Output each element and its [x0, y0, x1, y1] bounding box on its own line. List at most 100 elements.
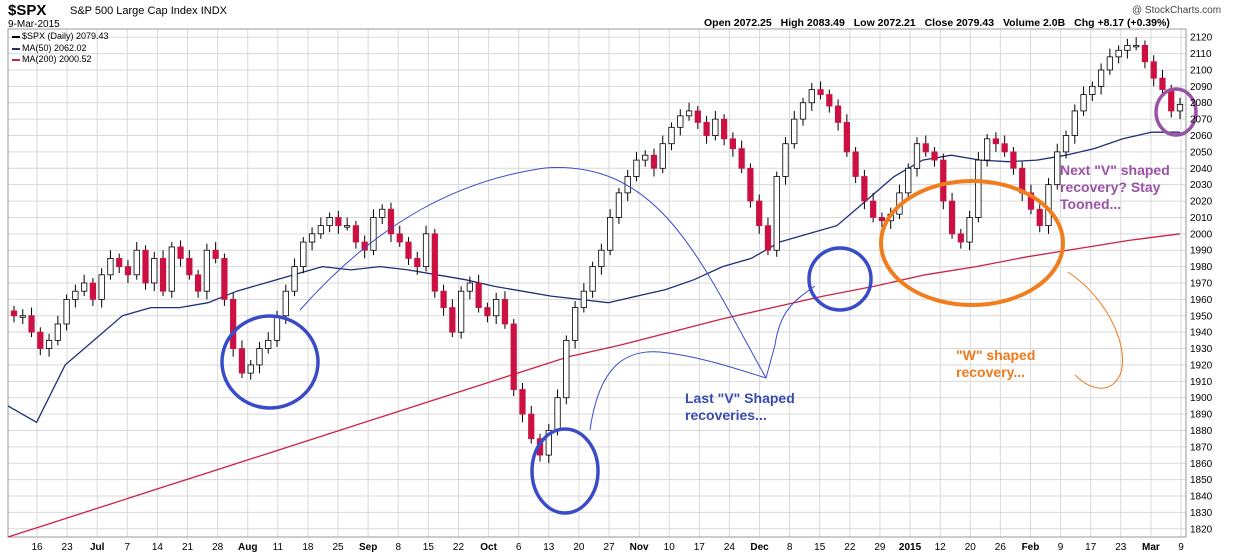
- x-tick-label: 8: [395, 542, 401, 553]
- candle-body: [843, 122, 850, 153]
- candle-body: [414, 258, 421, 268]
- circle-aug-bottom: [220, 314, 320, 410]
- candle-body: [1141, 44, 1149, 63]
- candle-body: [221, 258, 228, 300]
- candle-body: [308, 233, 316, 243]
- annotation-next-line2: recovery? Stay: [1060, 179, 1161, 195]
- y-tick-label: 1910: [1190, 377, 1213, 388]
- y-tick-label: 2040: [1190, 164, 1213, 175]
- candle-body: [265, 339, 272, 349]
- candle-body: [89, 282, 97, 300]
- y-tick-label: 1880: [1190, 426, 1213, 437]
- y-tick-label: 1830: [1190, 508, 1213, 519]
- annotation-w-line1: "W" shaped: [956, 347, 1036, 363]
- y-tick-label: 1980: [1190, 262, 1213, 273]
- credit: @ StockCharts.com: [1132, 5, 1222, 16]
- ohlc-bar: Open 2072.25 High 2083.49 Low 2072.21 Cl…: [704, 17, 1176, 29]
- y-tick-label: 1850: [1190, 475, 1213, 486]
- candle-body: [370, 217, 377, 251]
- candle-body: [747, 167, 754, 202]
- candle-body: [931, 151, 938, 161]
- candle-body: [764, 225, 772, 251]
- candle-body: [703, 122, 710, 136]
- y-tick-label: 1920: [1190, 360, 1213, 371]
- candle-body: [782, 143, 789, 177]
- x-tick-label: Dec: [750, 542, 769, 553]
- x-tick-label: 13: [543, 542, 555, 553]
- candle-body: [282, 290, 289, 317]
- candle-body: [19, 315, 26, 318]
- annotation-w-line2: recovery...: [956, 364, 1026, 380]
- y-tick-label: 2030: [1190, 180, 1213, 191]
- y-tick-label: 1990: [1190, 246, 1213, 257]
- candle-body: [1010, 151, 1017, 169]
- x-tick-label: 20: [965, 542, 977, 553]
- candle-body: [72, 290, 79, 300]
- x-tick-label: 23: [62, 542, 74, 553]
- low-value: Low 2072.21: [853, 17, 916, 29]
- x-tick-label: 18: [302, 542, 314, 553]
- x-tick-label: Oct: [480, 542, 497, 553]
- candle-body: [54, 323, 61, 341]
- annotation-overlays: [220, 87, 1198, 515]
- x-axis: 16 23 Jul 7 14 21 28 Aug 11 18 25 Sep 8 15 22 Oct 6 13 20 2…: [31, 542, 1184, 553]
- annotation-w-recovery: "W" shaped recovery...: [956, 347, 1035, 381]
- candle-body: [729, 138, 737, 150]
- candle-body: [1133, 44, 1140, 48]
- candles: [10, 37, 1184, 464]
- candle-body: [431, 233, 438, 292]
- candle-body: [344, 225, 351, 228]
- y-tick-label: 1970: [1190, 279, 1213, 290]
- candle-body: [922, 143, 929, 153]
- x-tick-label: 29: [874, 542, 886, 553]
- x-tick-label: 14: [152, 542, 164, 553]
- candle-body: [878, 217, 886, 222]
- candle-body: [834, 105, 842, 123]
- candle-body: [256, 348, 263, 366]
- candle-body: [817, 89, 824, 95]
- candle-body: [791, 118, 798, 145]
- legend-ma50-label: MA(50) 2062.02: [22, 43, 87, 53]
- candle-body: [1097, 69, 1105, 87]
- candle-body: [975, 159, 982, 218]
- candle-body: [650, 154, 658, 169]
- candle-body: [984, 138, 991, 161]
- x-tick-label: Sep: [359, 542, 377, 553]
- candle-body: [1062, 135, 1070, 153]
- y-tick-label: 2070: [1190, 115, 1213, 126]
- candle-body: [203, 249, 210, 292]
- candle-body: [230, 298, 237, 349]
- x-tick-label: 2015: [899, 542, 922, 553]
- annotation-v-line2: recoveries...: [685, 407, 767, 423]
- candle-body: [808, 89, 815, 104]
- candle-body: [124, 266, 132, 276]
- y-tick-label: 2050: [1190, 147, 1213, 158]
- annotation-next-line1: Next "V" shaped: [1060, 162, 1170, 178]
- annotation-v-line1: Last "V" Shaped: [685, 390, 795, 406]
- x-tick-label: 22: [453, 542, 465, 553]
- candle-body: [1115, 49, 1122, 58]
- plot-frame: [7, 28, 1187, 538]
- candle-body: [387, 208, 395, 235]
- candle-body: [186, 258, 193, 276]
- candle-body: [475, 282, 482, 308]
- candle-body: [159, 258, 167, 292]
- candle-body: [133, 249, 140, 276]
- pointer-line-oct-dec: [589, 285, 816, 431]
- exchange: INDX: [200, 5, 227, 17]
- high-value: High 2083.49: [780, 17, 845, 29]
- candle-body: [396, 233, 403, 243]
- candle-body: [633, 159, 640, 177]
- candle-body: [571, 307, 579, 341]
- candle-body: [861, 176, 868, 202]
- pointer-line-aug-oct: [299, 167, 767, 379]
- x-tick-label: 24: [724, 542, 736, 553]
- circle-dec-bottom: [807, 246, 873, 312]
- x-tick-label: 11: [273, 542, 284, 553]
- x-tick-label: 23: [1115, 542, 1127, 553]
- candle-body: [659, 143, 666, 169]
- index-name: S&P 500 Large Cap Index INDX: [70, 5, 227, 17]
- candle-body: [168, 246, 175, 292]
- chart-date: 9-Mar-2015: [8, 19, 60, 30]
- candle-body: [116, 258, 123, 268]
